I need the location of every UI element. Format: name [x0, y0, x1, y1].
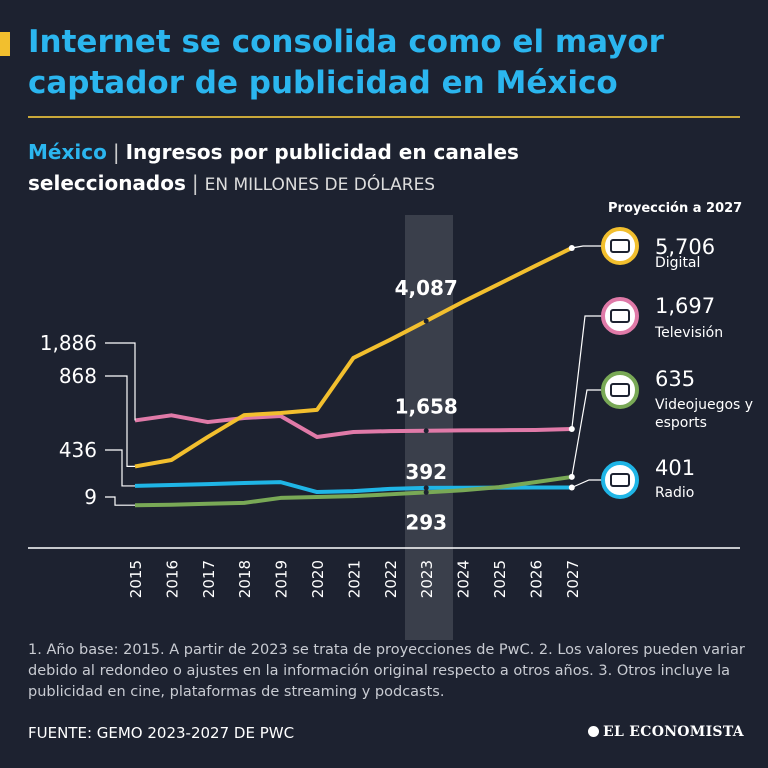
separator: |	[112, 140, 120, 164]
leader-line	[571, 479, 602, 489]
leader-line	[571, 315, 602, 430]
x-tick-label: 2019	[273, 560, 291, 598]
title-accent	[0, 32, 10, 56]
data-label: 293	[405, 510, 447, 534]
source: FUENTE: GEMO 2023-2027 DE PWC	[28, 724, 295, 742]
highlight-band	[405, 215, 453, 640]
data-label: 392	[405, 460, 447, 484]
data-label: 868	[59, 364, 97, 388]
x-tick-label: 2015	[127, 560, 145, 598]
x-tick-label: 2023	[418, 560, 436, 598]
data-label: 401	[655, 456, 695, 480]
data-label: 1,697	[655, 294, 715, 318]
leader-line	[571, 245, 602, 249]
icon-glyph	[610, 383, 630, 397]
icon	[601, 461, 639, 499]
icon-glyph	[610, 239, 630, 253]
x-tick-label: 2016	[163, 560, 181, 598]
leader-line	[105, 449, 135, 487]
legend-label: Televisión	[655, 325, 724, 341]
units: EN MILLONES DE DÓLARES	[204, 175, 436, 195]
legend-label: Radio	[655, 485, 695, 501]
projection-label: Proyección a 2027	[608, 201, 742, 216]
data-label: 1,658	[395, 395, 458, 419]
x-tick-label: 2021	[345, 560, 363, 598]
leader-line	[105, 342, 136, 421]
logo: EL ECONOMISTA	[588, 724, 744, 740]
x-tick-label: 2020	[309, 560, 327, 598]
icon-glyph	[610, 309, 630, 323]
series-line	[134, 246, 573, 469]
series-line	[134, 474, 573, 508]
footnote: 1. Año base: 2015. A partir de 2023 se t…	[28, 642, 745, 700]
point	[423, 318, 429, 324]
point	[423, 489, 429, 495]
subtitle-text: Ingresos por publicidad en canales selec…	[28, 140, 519, 195]
series-line	[134, 413, 572, 439]
legend-label: Digital	[655, 255, 701, 271]
icon	[601, 371, 639, 409]
leader-line	[105, 375, 135, 468]
x-tick-label: 2024	[455, 560, 473, 598]
data-label: 9	[84, 485, 97, 509]
legend-label: Videojuegos y esports	[655, 397, 754, 431]
data-label: 436	[59, 438, 97, 462]
icon	[601, 297, 639, 335]
x-tick-label: 2026	[527, 560, 545, 598]
data-label: 4,087	[395, 276, 458, 300]
separator: |	[191, 171, 199, 195]
subtitle: México | Ingresos por publicidad en canale…	[28, 137, 668, 201]
leader-line	[571, 389, 602, 478]
x-tick-label: 2025	[491, 560, 509, 598]
x-tick-label: 2018	[236, 560, 254, 598]
x-tick-label: 2022	[382, 560, 400, 598]
data-label: 635	[655, 367, 695, 391]
leader-line	[105, 496, 135, 506]
x-tick-label: 2027	[564, 560, 582, 598]
subtitle-country: México	[28, 140, 107, 164]
icon-glyph	[610, 473, 630, 487]
data-label: 5,706	[655, 235, 715, 259]
point	[423, 428, 429, 434]
title-rule	[28, 116, 740, 118]
x-tick-label: 2017	[200, 560, 218, 598]
icon	[601, 227, 639, 265]
data-label: 1,886	[40, 331, 97, 355]
point	[423, 485, 429, 491]
chart-title: Internet se consolida como el mayor capt…	[28, 24, 664, 101]
